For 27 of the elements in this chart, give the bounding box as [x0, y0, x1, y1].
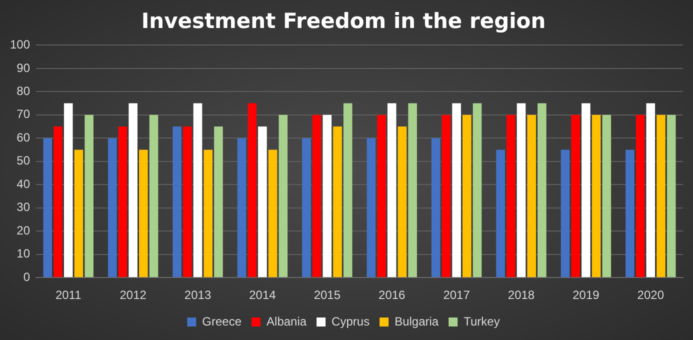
x-tick-label: 2016 — [378, 288, 406, 302]
legend-label: Bulgaria — [394, 314, 439, 328]
x-tick-label: 2011 — [55, 288, 82, 302]
x-tick-label: 2015 — [314, 288, 341, 302]
y-tick-label: 10 — [16, 246, 30, 261]
x-tick-label: 2014 — [249, 288, 276, 302]
x-tick-label: 2017 — [443, 288, 470, 302]
x-tick-label: 2013 — [184, 288, 212, 302]
legend-label: Greece — [202, 314, 242, 328]
legend-label: Albania — [266, 314, 307, 328]
y-tick-label: 20 — [16, 223, 30, 238]
legend-label: Turkey — [464, 314, 500, 328]
x-tick-label: 2020 — [637, 288, 664, 302]
y-tick-label: 30 — [16, 200, 30, 214]
y-tick-label: 40 — [16, 176, 30, 191]
chart-title: Investment Freedom in the region — [141, 9, 546, 34]
y-tick-label: 0 — [23, 270, 30, 284]
legend-label: Cyprus — [332, 314, 370, 328]
y-tick-label: 90 — [16, 60, 30, 75]
x-tick-label: 2019 — [572, 288, 600, 302]
y-tick-label: 70 — [16, 107, 30, 122]
y-tick-label: 80 — [16, 84, 30, 98]
y-tick-label: 50 — [16, 154, 30, 168]
x-tick-label: 2012 — [120, 288, 147, 302]
y-tick-label: 100 — [10, 38, 30, 52]
x-tick-label: 2018 — [508, 288, 535, 302]
y-tick-label: 60 — [16, 130, 30, 144]
